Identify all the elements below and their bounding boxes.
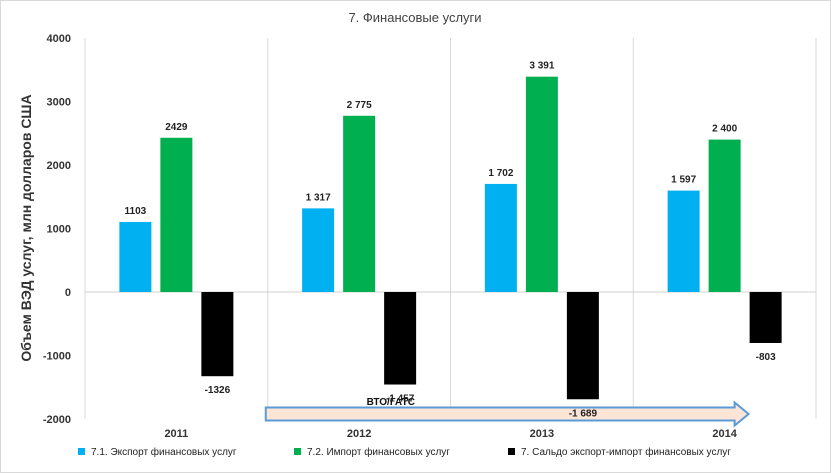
y-tick-label: 3000 — [47, 97, 71, 109]
wto-arrow — [264, 400, 751, 428]
bar — [708, 139, 741, 292]
y-axis-label: Объем ВЭД услуг, млн долларов США — [18, 94, 34, 361]
data-label: 3 391 — [529, 61, 554, 72]
data-label: 2 775 — [347, 100, 372, 111]
data-label: 2 400 — [712, 124, 737, 135]
axes: -2000 -1000 0 1000 2000 3000 4000 2011 2012 2013 2… — [43, 33, 738, 440]
data-label: -1 689 — [569, 408, 598, 419]
wto-annotation: ВТО/ГАТС — [264, 397, 751, 428]
bar — [566, 292, 599, 400]
x-tick-label: 2013 — [530, 428, 554, 440]
x-tick-label: 2012 — [347, 428, 371, 440]
x-tick-label: 2011 — [164, 428, 188, 440]
y-tick-label: 1000 — [47, 224, 71, 236]
wto-label: ВТО/ГАТС — [367, 397, 415, 408]
bar — [384, 292, 417, 385]
bar — [343, 115, 376, 292]
data-label: 1 597 — [671, 175, 696, 186]
y-tick-label: -1000 — [43, 351, 71, 363]
x-tick-label: 2014 — [712, 428, 737, 440]
y-tick-label: -2000 — [43, 414, 71, 426]
legend-swatch — [78, 448, 85, 455]
bar — [484, 183, 517, 292]
data-label: -803 — [756, 352, 776, 363]
legend: 7.1. Экспорт финансовых услуг 7.2. Импорт… — [78, 446, 731, 458]
legend-swatch — [294, 448, 301, 455]
chart-title: 7. Финансовые услуги — [348, 10, 481, 25]
bar — [119, 221, 152, 292]
grid — [84, 38, 817, 419]
y-tick-label: 2000 — [47, 160, 71, 172]
data-label: 2429 — [165, 122, 188, 133]
data-label: 1 702 — [488, 168, 513, 179]
bar — [160, 137, 193, 292]
legend-label: 7.1. Экспорт финансовых услуг — [91, 446, 237, 458]
bar — [749, 292, 782, 343]
data-label: 1103 — [125, 206, 147, 217]
y-tick-label: 0 — [65, 287, 71, 299]
bars — [119, 76, 782, 400]
data-labels: 1103 1 317 1 702 1 597 2429 2 775 3 391 2 400 -1… — [125, 61, 777, 420]
bar — [525, 76, 558, 292]
bar — [302, 208, 335, 292]
y-tick-label: 4000 — [47, 33, 71, 45]
bar — [667, 190, 700, 292]
legend-label: 7.2. Импорт финансовых услуг — [307, 446, 450, 458]
bar — [201, 292, 234, 377]
data-label: 1 317 — [306, 192, 331, 203]
data-label: -1 457 — [386, 394, 415, 405]
legend-label: 7. Сальдо экспорт-импорт финансовых услу… — [521, 446, 731, 458]
data-label: -1326 — [205, 385, 231, 396]
legend-swatch — [508, 448, 515, 455]
